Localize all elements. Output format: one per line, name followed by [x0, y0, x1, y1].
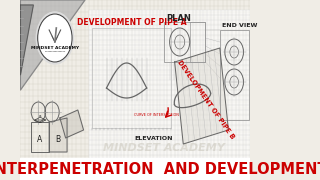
Text: END VIEW: END VIEW — [221, 22, 257, 28]
Polygon shape — [49, 118, 67, 152]
Bar — [89, 10, 250, 158]
Polygon shape — [20, 0, 85, 90]
Circle shape — [36, 12, 74, 64]
Text: DEVELOPMENT OF PIPE B: DEVELOPMENT OF PIPE B — [176, 60, 235, 140]
Text: PLAN: PLAN — [166, 14, 191, 22]
Bar — [92, 28, 171, 128]
Text: ────────────────: ──────────────── — [45, 51, 65, 53]
Bar — [20, 158, 250, 180]
Polygon shape — [175, 48, 228, 144]
Bar — [220, 30, 249, 120]
Bar — [164, 22, 205, 62]
Text: ELEVATION: ELEVATION — [134, 136, 172, 141]
Text: DEVELOPMENT OF PIPE A: DEVELOPMENT OF PIPE A — [77, 17, 187, 26]
Text: INTERPENETRATION  AND DEVELOPMENT: INTERPENETRATION AND DEVELOPMENT — [0, 163, 320, 177]
Polygon shape — [20, 5, 33, 75]
Bar — [31, 122, 49, 152]
Circle shape — [38, 14, 72, 62]
Text: MINDSET ACADEMY: MINDSET ACADEMY — [31, 46, 79, 50]
Text: A: A — [37, 136, 43, 145]
Text: CURVE OF INTERSECTION: CURVE OF INTERSECTION — [134, 113, 179, 117]
Polygon shape — [60, 110, 84, 138]
Text: B: B — [55, 136, 60, 145]
Text: MINDSET ACADEMY: MINDSET ACADEMY — [103, 143, 225, 153]
Text: a: a — [39, 114, 41, 118]
